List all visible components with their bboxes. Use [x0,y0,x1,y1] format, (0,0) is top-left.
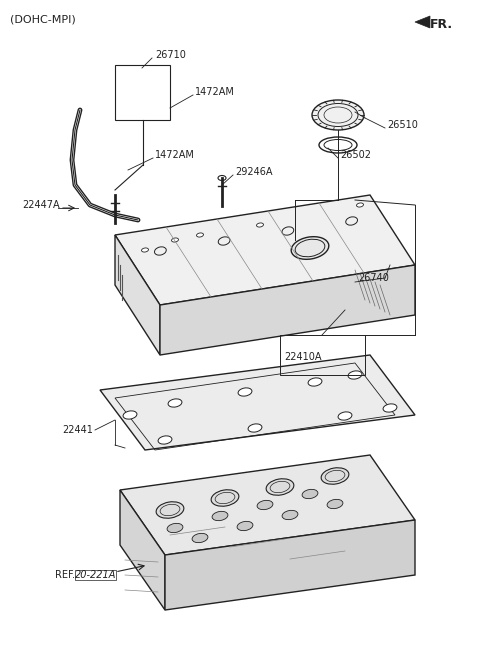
Text: (DOHC-MPI): (DOHC-MPI) [10,14,76,24]
Text: 22447A: 22447A [22,200,60,210]
Polygon shape [100,355,415,450]
Polygon shape [120,455,415,555]
Text: REF.: REF. [55,570,75,580]
Polygon shape [160,265,415,355]
Text: 22441: 22441 [62,425,93,435]
Polygon shape [120,490,165,610]
Text: 26710: 26710 [155,50,186,60]
Ellipse shape [142,248,148,252]
Ellipse shape [348,371,362,379]
Polygon shape [415,16,430,28]
Ellipse shape [257,501,273,510]
Polygon shape [165,520,415,610]
Text: FR.: FR. [430,18,453,31]
Ellipse shape [218,176,226,180]
Polygon shape [115,235,160,355]
Ellipse shape [212,512,228,521]
Ellipse shape [192,533,208,543]
Ellipse shape [308,378,322,386]
Text: 22410A: 22410A [284,352,322,362]
Ellipse shape [302,489,318,499]
Polygon shape [115,195,415,305]
Ellipse shape [248,424,262,432]
Ellipse shape [156,502,184,518]
Text: 29246A: 29246A [235,167,273,177]
Ellipse shape [266,479,294,495]
Ellipse shape [327,499,343,508]
Ellipse shape [196,233,204,237]
Ellipse shape [168,399,182,407]
Ellipse shape [237,522,253,531]
Ellipse shape [383,404,397,412]
Ellipse shape [167,523,183,533]
Ellipse shape [158,436,172,444]
Bar [280,335,365,375]
Text: 1472AM: 1472AM [195,87,235,97]
Text: 20-221A: 20-221A [75,570,116,580]
Ellipse shape [312,100,364,130]
Text: 26740: 26740 [358,273,389,283]
Text: 1472AM: 1472AM [155,150,195,160]
Ellipse shape [123,411,137,419]
Ellipse shape [282,510,298,520]
Bar [115,65,170,120]
Ellipse shape [238,388,252,396]
Ellipse shape [338,412,352,420]
Text: 26510: 26510 [387,120,418,130]
Ellipse shape [171,238,179,242]
Ellipse shape [321,468,349,484]
Ellipse shape [357,203,363,207]
Text: 26502: 26502 [340,150,371,160]
Ellipse shape [256,223,264,227]
Ellipse shape [291,237,329,259]
Ellipse shape [211,490,239,506]
